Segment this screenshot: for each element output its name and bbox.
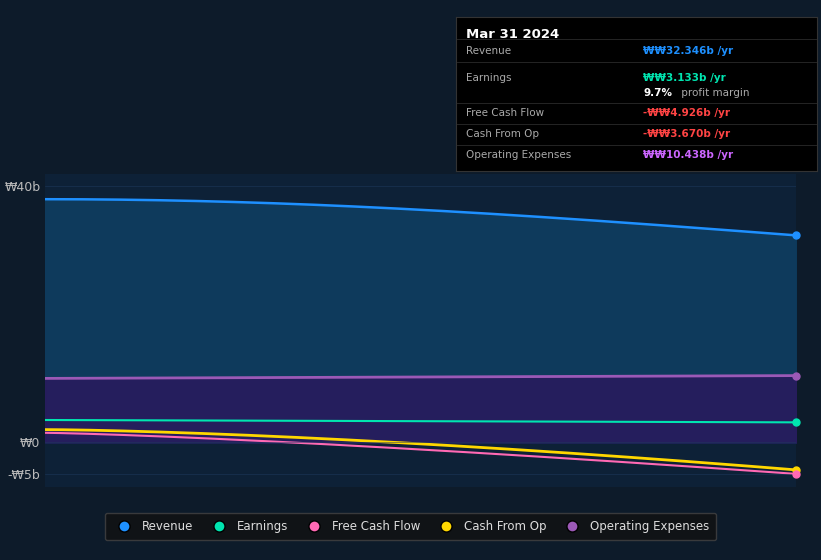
Text: profit margin: profit margin (678, 88, 750, 98)
Text: ₩₩10.438b /yr: ₩₩10.438b /yr (644, 150, 734, 160)
Text: 2024: 2024 (403, 509, 438, 523)
Text: -₩₩4.926b /yr: -₩₩4.926b /yr (644, 108, 731, 118)
Text: -₩₩3.670b /yr: -₩₩3.670b /yr (644, 129, 731, 139)
Text: ₩₩32.346b /yr: ₩₩32.346b /yr (644, 46, 734, 57)
Text: Earnings: Earnings (466, 73, 512, 83)
Text: Revenue: Revenue (466, 46, 511, 57)
Text: Operating Expenses: Operating Expenses (466, 150, 571, 160)
Text: Cash From Op: Cash From Op (466, 129, 539, 139)
Legend: Revenue, Earnings, Free Cash Flow, Cash From Op, Operating Expenses: Revenue, Earnings, Free Cash Flow, Cash … (105, 513, 716, 540)
Text: Free Cash Flow: Free Cash Flow (466, 108, 544, 118)
Text: 9.7%: 9.7% (644, 88, 672, 98)
Text: Mar 31 2024: Mar 31 2024 (466, 27, 560, 40)
Text: ₩₩3.133b /yr: ₩₩3.133b /yr (644, 73, 727, 83)
